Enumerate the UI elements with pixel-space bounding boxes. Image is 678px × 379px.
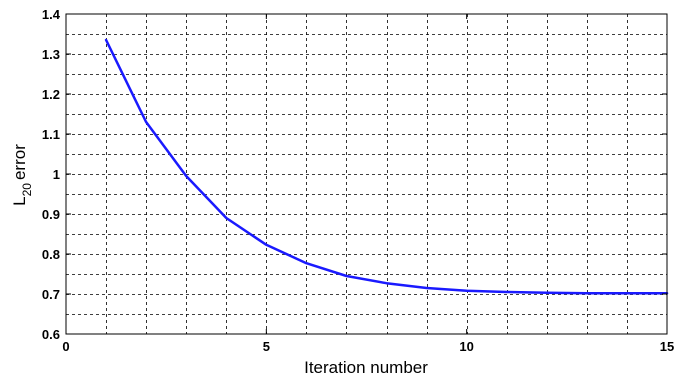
x-tick-label: 0 <box>62 339 69 354</box>
y-tick-label: 0.8 <box>42 247 60 262</box>
plot-frame <box>65 13 668 335</box>
y-tick-label: 0.6 <box>42 327 60 342</box>
y-tick-label: 0.9 <box>42 207 60 222</box>
y-tick-label: 1.3 <box>42 47 60 62</box>
x-axis-label: Iteration number <box>304 358 428 377</box>
y-tick-label: 0.7 <box>42 287 60 302</box>
y-axis-label-main: L <box>10 196 29 205</box>
series-line <box>104 38 669 295</box>
y-axis-label-rest: error <box>10 144 29 180</box>
x-tick-label: 15 <box>660 339 674 354</box>
plot-area <box>104 38 669 295</box>
x-tick-labels: 0 5 10 15 <box>62 339 674 354</box>
y-tick-labels: 0.6 0.7 0.8 0.9 1 1.1 1.2 1.3 1.4 <box>42 7 61 342</box>
y-tick-label: 1.2 <box>42 87 60 102</box>
y-tick-label: 1.4 <box>42 7 61 22</box>
x-tick-label: 5 <box>263 339 270 354</box>
y-axis-label-sub: 20 <box>20 183 34 197</box>
axis-ticks <box>65 13 668 335</box>
grid-lines <box>66 14 667 334</box>
y-tick-label: 1 <box>53 167 60 182</box>
y-tick-label: 1.1 <box>42 127 60 142</box>
y-axis-label: L20 error <box>10 144 34 206</box>
x-tick-label: 10 <box>459 339 473 354</box>
